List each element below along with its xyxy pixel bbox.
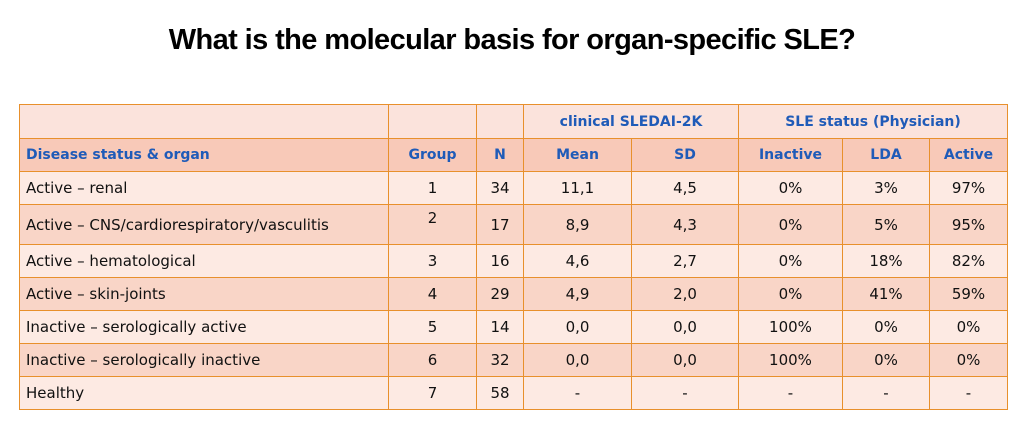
cell-inactive: 0% — [738, 171, 843, 205]
cell-active: 82% — [929, 244, 1008, 278]
table-row: Active – CNS/cardiorespiratory/vasculiti… — [19, 204, 1008, 245]
cell-sd: 2,0 — [631, 277, 739, 311]
cell-sd: 2,7 — [631, 244, 739, 278]
cell-lda: 41% — [842, 277, 930, 311]
cell-n: 17 — [476, 204, 524, 245]
cell-n: 16 — [476, 244, 524, 278]
cell-mean: 11,1 — [523, 171, 632, 205]
cell-disease: Active – skin-joints — [19, 277, 389, 311]
cell-disease: Inactive – serologically active — [19, 310, 389, 344]
table-row: Inactive – serologically active 5 14 0,0… — [19, 310, 1008, 344]
table-group-header-row: clinical SLEDAI-2K SLE status (Physician… — [19, 104, 1008, 139]
column-header-inactive: Inactive — [738, 138, 843, 172]
table-row: Inactive – serologically inactive 6 32 0… — [19, 343, 1008, 377]
cell-mean: 4,6 — [523, 244, 632, 278]
cell-inactive: 0% — [738, 244, 843, 278]
group-header-empty — [19, 104, 389, 139]
cell-group: 4 — [388, 277, 477, 311]
cell-inactive: - — [738, 376, 843, 410]
column-header-disease: Disease status & organ — [19, 138, 389, 172]
cell-sd: 0,0 — [631, 310, 739, 344]
cell-n: 32 — [476, 343, 524, 377]
column-header-group: Group — [388, 138, 477, 172]
cell-active: 59% — [929, 277, 1008, 311]
cell-sd: 0,0 — [631, 343, 739, 377]
cell-active: 97% — [929, 171, 1008, 205]
cell-group: 7 — [388, 376, 477, 410]
group-header-empty — [388, 104, 477, 139]
cell-inactive: 0% — [738, 277, 843, 311]
cell-sd: 4,3 — [631, 204, 739, 245]
cell-disease: Healthy — [19, 376, 389, 410]
cell-active: - — [929, 376, 1008, 410]
cell-n: 58 — [476, 376, 524, 410]
cell-group: 3 — [388, 244, 477, 278]
cell-lda: 3% — [842, 171, 930, 205]
cell-n: 29 — [476, 277, 524, 311]
table-column-header-row: Disease status & organ Group N Mean SD I… — [19, 138, 1008, 172]
page-title: What is the molecular basis for organ-sp… — [168, 24, 856, 56]
cell-group: 2 — [388, 204, 477, 245]
cell-mean: 0,0 — [523, 310, 632, 344]
cell-mean: 0,0 — [523, 343, 632, 377]
table-row: Active – hematological 3 16 4,6 2,7 0% 1… — [19, 244, 1008, 278]
cell-group: 6 — [388, 343, 477, 377]
table-row: Active – skin-joints 4 29 4,9 2,0 0% 41%… — [19, 277, 1008, 311]
cell-lda: 18% — [842, 244, 930, 278]
cell-mean: - — [523, 376, 632, 410]
cell-active: 0% — [929, 343, 1008, 377]
cell-disease: Active – hematological — [19, 244, 389, 278]
cell-mean: 8,9 — [523, 204, 632, 245]
cell-lda: 5% — [842, 204, 930, 245]
cell-inactive: 100% — [738, 310, 843, 344]
group-header-empty — [476, 104, 524, 139]
cell-group: 5 — [388, 310, 477, 344]
cell-n: 34 — [476, 171, 524, 205]
cell-lda: - — [842, 376, 930, 410]
cell-inactive: 100% — [738, 343, 843, 377]
cell-disease: Active – CNS/cardiorespiratory/vasculiti… — [19, 204, 389, 245]
cell-lda: 0% — [842, 310, 930, 344]
table-row: Healthy 7 58 - - - - - — [19, 376, 1008, 410]
cell-disease: Inactive – serologically inactive — [19, 343, 389, 377]
cell-inactive: 0% — [738, 204, 843, 245]
cell-active: 95% — [929, 204, 1008, 245]
group-header-sledai: clinical SLEDAI-2K — [523, 104, 739, 139]
group-header-sle-status: SLE status (Physician) — [738, 104, 1008, 139]
cell-sd: - — [631, 376, 739, 410]
cell-mean: 4,9 — [523, 277, 632, 311]
cell-lda: 0% — [842, 343, 930, 377]
cell-disease: Active – renal — [19, 171, 389, 205]
sle-table: clinical SLEDAI-2K SLE status (Physician… — [19, 104, 1008, 410]
column-header-sd: SD — [631, 138, 739, 172]
column-header-mean: Mean — [523, 138, 632, 172]
table-row: Active – renal 1 34 11,1 4,5 0% 3% 97% — [19, 171, 1008, 205]
cell-n: 14 — [476, 310, 524, 344]
cell-active: 0% — [929, 310, 1008, 344]
cell-group: 1 — [388, 171, 477, 205]
column-header-lda: LDA — [842, 138, 930, 172]
column-header-n: N — [476, 138, 524, 172]
column-header-active: Active — [929, 138, 1008, 172]
cell-sd: 4,5 — [631, 171, 739, 205]
